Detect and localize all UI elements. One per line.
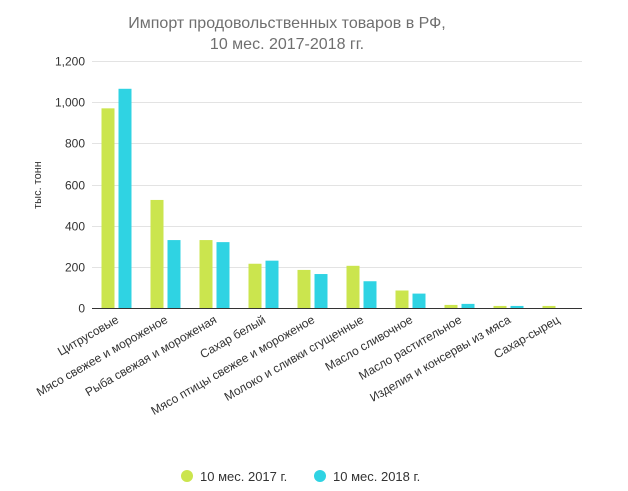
bar-2017-8[interactable] [444,304,458,308]
legend-marker-2017[interactable] [181,470,193,482]
bar-2018-4[interactable] [265,260,279,308]
bar-2017-1[interactable] [101,108,115,308]
bar-2017-2[interactable] [150,199,164,308]
bar-2018-9[interactable] [510,305,524,308]
bar-2018-5[interactable] [314,274,328,308]
legend-label-2018[interactable]: 10 мес. 2018 г. [333,469,420,484]
bar-2017-7[interactable] [395,290,409,308]
bar-2017-10[interactable] [542,305,556,308]
legend-label-2017[interactable]: 10 мес. 2017 г. [200,469,287,484]
bar-2017-5[interactable] [297,269,311,308]
y-tick-label: 400 [65,220,85,234]
chart-subtitle: 10 мес. 2017-2018 гг. [210,36,364,53]
y-tick-label: 1,000 [55,96,85,110]
bars [101,88,556,308]
bar-2018-8[interactable] [461,303,475,308]
bar-2018-6[interactable] [363,281,377,308]
y-tick-label: 200 [65,261,85,275]
y-tick-label: 1,200 [55,55,85,69]
y-axis-title: тыс. тонн [32,161,44,209]
bar-2017-9[interactable] [493,305,507,308]
y-tick-label: 0 [78,302,85,316]
bar-2017-3[interactable] [199,240,213,308]
y-axis-ticks: 0 200 400 600 800 1,000 1,200 [55,55,85,316]
bar-2017-4[interactable] [248,263,262,308]
y-tick-label: 800 [65,137,85,151]
bar-2018-7[interactable] [412,293,426,308]
legend-marker-2018[interactable] [314,470,326,482]
bar-2017-6[interactable] [346,265,360,308]
legend[interactable]: 10 мес. 2017 г. 10 мес. 2018 г. [181,469,420,484]
bar-2018-1[interactable] [118,88,132,308]
chart-title: Импорт продовольственных товаров в РФ, [128,15,445,32]
y-tick-label: 600 [65,179,85,193]
grid-lines [92,61,582,268]
bar-2018-2[interactable] [167,240,181,308]
bar-2018-3[interactable] [216,242,230,308]
